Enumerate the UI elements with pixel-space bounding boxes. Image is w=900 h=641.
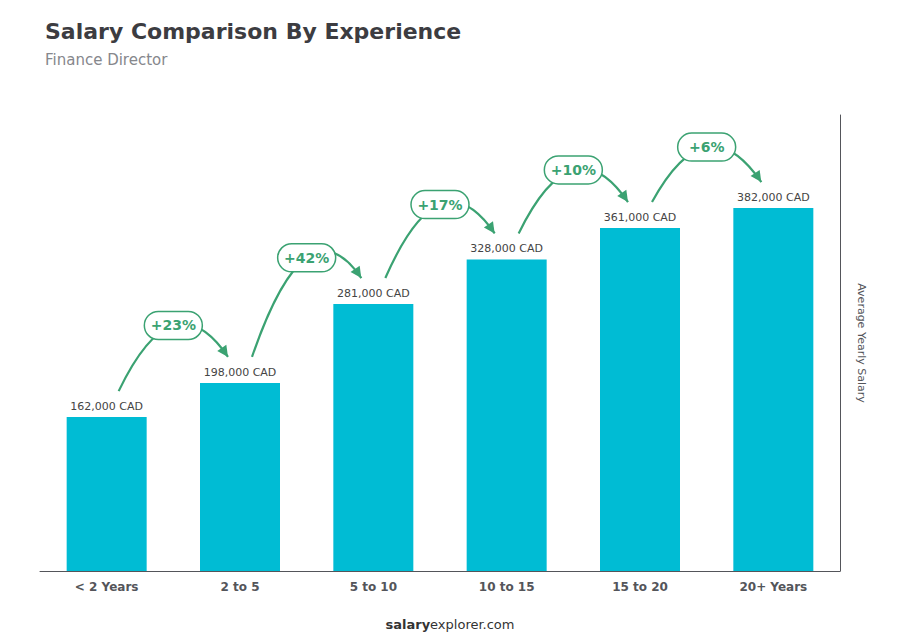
svg-text:Finance Director: Finance Director	[45, 51, 168, 69]
svg-text:+17%: +17%	[417, 197, 462, 213]
svg-text:+6%: +6%	[689, 139, 725, 155]
svg-text:382,000 CAD: 382,000 CAD	[737, 191, 810, 204]
svg-text:2 to 5: 2 to 5	[220, 580, 259, 594]
svg-text:198,000 CAD: 198,000 CAD	[204, 366, 277, 379]
svg-text:salary: salary	[385, 617, 430, 632]
svg-text:+10%: +10%	[551, 162, 596, 178]
svg-text:Salary Comparison By Experienc: Salary Comparison By Experience	[45, 19, 461, 44]
svg-text:10 to 15: 10 to 15	[479, 580, 535, 594]
svg-text:5 to 10: 5 to 10	[350, 580, 397, 594]
svg-text:+23%: +23%	[151, 317, 196, 333]
svg-text:+42%: +42%	[284, 250, 329, 266]
svg-text:328,000 CAD: 328,000 CAD	[470, 242, 543, 255]
svg-text:explorer.com: explorer.com	[430, 617, 514, 632]
svg-text:281,000 CAD: 281,000 CAD	[337, 287, 410, 300]
svg-text:15 to 20: 15 to 20	[612, 580, 668, 594]
svg-text:Average Yearly Salary: Average Yearly Salary	[855, 283, 868, 403]
svg-text:162,000 CAD: 162,000 CAD	[70, 400, 143, 413]
svg-text:< 2 Years: < 2 Years	[75, 580, 139, 594]
svg-text:361,000 CAD: 361,000 CAD	[604, 211, 677, 224]
svg-text:20+ Years: 20+ Years	[739, 580, 807, 594]
